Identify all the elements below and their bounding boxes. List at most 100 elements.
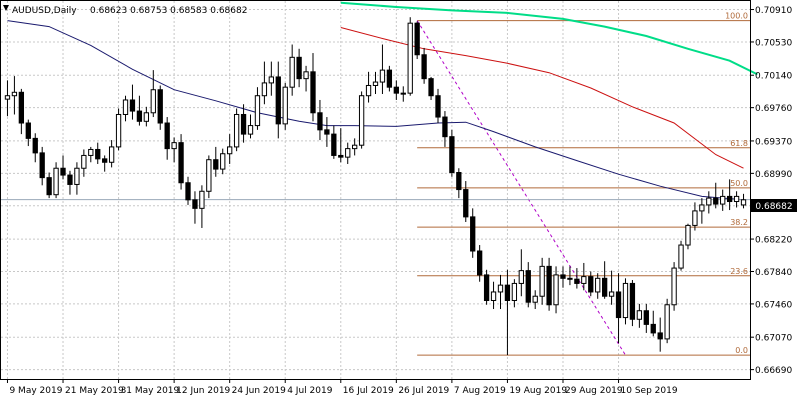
candle-body-bear (60, 167, 66, 176)
candle-body-bull (150, 89, 156, 114)
candle (331, 125, 337, 159)
candle-body-bear (213, 159, 219, 170)
candle-body-bull (407, 22, 413, 94)
candle (352, 138, 358, 156)
candle-body-bear (185, 182, 191, 201)
candle (324, 117, 330, 147)
time-axis-label: 26 Jul 2019 (398, 386, 449, 396)
candle (414, 21, 420, 60)
candle-body-bull (581, 276, 587, 284)
candle-body-bear (95, 148, 101, 160)
candle (525, 262, 531, 308)
candle (463, 181, 469, 222)
time-axis-label: 9 May 2019 (9, 386, 62, 396)
candle (171, 137, 177, 163)
candle (601, 261, 608, 299)
candle (574, 268, 580, 289)
candle (379, 44, 386, 95)
candle-body-bear (504, 284, 511, 301)
candle (622, 278, 629, 325)
candle-body-bull (636, 310, 643, 320)
candle-body-bull (608, 291, 615, 297)
candle-body-bear (421, 54, 427, 80)
candle-body-bear (726, 195, 733, 203)
time-axis-label: 10 Sep 2019 (621, 386, 678, 396)
fib-level-label: 0.0 (735, 346, 748, 355)
candle (39, 146, 45, 186)
candle (115, 108, 122, 151)
time-axis-label: 21 May 2019 (65, 386, 124, 396)
candle-body-bull (171, 142, 177, 150)
candle-body-bull (733, 195, 740, 203)
candle (546, 257, 552, 311)
candle-body-bull (720, 195, 726, 205)
candle-body-bear (546, 265, 552, 306)
time-axis-label: 24 Jun 2019 (232, 386, 286, 396)
candle-body-bull (227, 146, 233, 155)
candle (393, 80, 399, 100)
candle-body-bull (345, 148, 351, 158)
candle (560, 266, 566, 288)
candle (685, 223, 691, 250)
candle-body-bull (497, 284, 504, 293)
price-axis-label: 0.70530 (755, 38, 792, 48)
time-axis-label: 31 May 2019 (121, 386, 180, 396)
price-axis-label: 0.68990 (755, 170, 792, 180)
candle-body-bull (81, 154, 87, 169)
candle (46, 172, 52, 199)
candle-body-bull (400, 92, 406, 95)
candle-body-bear (129, 99, 136, 112)
candle (692, 202, 698, 231)
candle (567, 266, 573, 286)
candle (615, 273, 622, 344)
candle (136, 95, 143, 126)
candle-body-bear (657, 332, 663, 340)
candle-body-bear (18, 91, 25, 124)
price-tag-background (751, 199, 797, 212)
candle (53, 162, 59, 199)
candle (483, 269, 490, 305)
candle-body-bear (574, 278, 580, 284)
candle (289, 44, 295, 96)
candle-body-bear (428, 78, 434, 97)
candle (74, 162, 80, 195)
candle (733, 191, 740, 208)
candle (18, 88, 25, 135)
candle-body-bull (115, 113, 122, 148)
candle (595, 273, 601, 299)
candle (275, 61, 281, 139)
candle (678, 240, 684, 271)
candle-body-bull (539, 265, 545, 297)
candle-body-bear (310, 71, 316, 114)
candle-body-bull (233, 113, 240, 148)
candle-body-bear (275, 76, 281, 125)
fibonacci-retracement[interactable]: 100.0 61.8 50.0 38.2 23.6 0.0 (416, 12, 750, 356)
time-axis-label: 16 Jul 2019 (343, 386, 394, 396)
candle (296, 48, 302, 88)
collapse-arrow-icon[interactable] (3, 5, 9, 11)
candle (442, 111, 448, 147)
candle-body-bull (358, 95, 365, 146)
price-axis-label: 0.67070 (755, 334, 792, 344)
candle (365, 71, 372, 103)
candle-body-bear (331, 133, 337, 156)
candle-body-bear (192, 199, 198, 209)
candle (539, 257, 545, 305)
candle (88, 146, 94, 163)
candle-body-bull (220, 153, 226, 170)
fib-level-label: 100.0 (725, 12, 748, 21)
candle (310, 53, 316, 122)
candle-body-bear (650, 323, 656, 334)
candle (185, 176, 191, 205)
candle-body-bear (164, 122, 170, 150)
candle-body-bear (615, 291, 622, 319)
price-axis-label: 0.66690 (755, 366, 792, 376)
candle (220, 148, 226, 175)
fib-level-label: 23.6 (730, 267, 748, 276)
candle-body-bull (206, 159, 212, 192)
candle (435, 88, 441, 124)
candle-body-bear (25, 122, 31, 139)
candle-body-bull (685, 224, 691, 246)
